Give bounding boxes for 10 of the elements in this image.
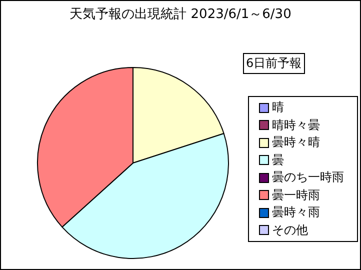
legend-title: 6日前予報 <box>243 53 305 74</box>
legend-label: その他 <box>272 222 308 239</box>
legend-label: 曇 <box>272 152 284 169</box>
legend-label: 曇一時雨 <box>272 186 320 204</box>
legend-label: 晴 <box>272 99 284 116</box>
legend-label: 曇時々雨 <box>272 204 320 222</box>
legend-label: 曇時々晴 <box>272 134 320 152</box>
legend-label: 曇のち一時雨 <box>272 169 344 186</box>
legend-label: 晴時々曇 <box>272 116 320 134</box>
chart-title: 天気予報の出現統計 2023/6/1～6/30 <box>68 6 292 23</box>
